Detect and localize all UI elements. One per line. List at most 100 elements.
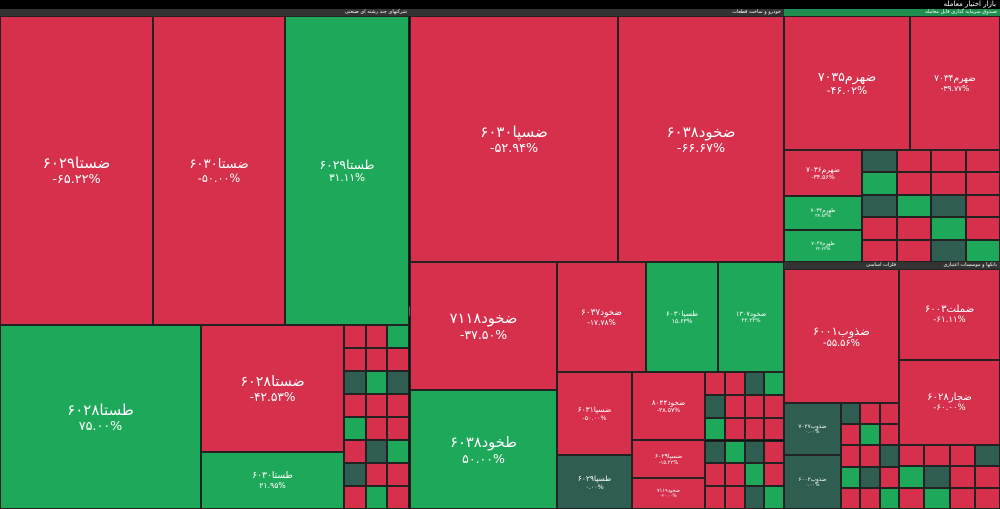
small-tile	[744, 440, 765, 464]
small-tile	[764, 417, 784, 441]
stock-tile[interactable]: ضملت۶۰۰۳ -۶۱.۱۱%	[899, 269, 1000, 360]
stock-tile[interactable]: ضهرم۷۰۳۴ -۳۹.۷۷%	[910, 16, 1000, 150]
small-tile	[764, 440, 784, 464]
small-tile	[764, 394, 784, 418]
change: -۲۰.۰۰%	[660, 494, 677, 499]
change: ۲۲.۲۲%	[815, 246, 831, 252]
small-tile	[924, 466, 950, 488]
ticker: ضسپا۶۰۳۰	[480, 122, 548, 141]
ticker: ضهرم۷۰۳۵	[817, 69, 877, 84]
stock-tile[interactable]: ضهرم۷۰۳۵ -۴۶.۰۲%	[784, 16, 910, 150]
ticker: طهرم۷۰۴۷	[811, 240, 835, 247]
ticker: طستا۶۰۲۸	[67, 400, 134, 419]
small-tile	[862, 239, 897, 262]
small-tile	[365, 348, 388, 371]
small-tile	[744, 486, 765, 509]
ticker: ضخود۸۰۴۴	[651, 398, 686, 407]
ticker: ضذوب۶۰۰۲	[798, 476, 827, 483]
change: -۶۶.۶۷%	[676, 140, 726, 156]
small-tile	[862, 150, 897, 173]
small-tile	[896, 239, 931, 262]
ticker: طستا۶۰۲۹	[319, 157, 375, 172]
stock-tile[interactable]: طستا۶۰۳۰ ۲۱.۹۵%	[201, 452, 344, 509]
small-tile	[744, 394, 765, 418]
small-tile	[744, 372, 765, 395]
small-tile	[344, 463, 366, 486]
small-tile	[899, 487, 925, 509]
small-tile	[365, 417, 388, 440]
sector-header: فلزات اساسی	[784, 262, 899, 269]
stock-tile[interactable]: ضذوب۶۰۰۲ ۰.۰۰%	[784, 455, 841, 509]
stock-tile[interactable]: ضسپا۶۰۳۰ -۵۲.۹۴%	[410, 16, 618, 262]
stock-tile[interactable]: ضخود۱۳۰۷ ۳۳.۳۳%	[718, 262, 784, 372]
stock-tile[interactable]: طستا۶۰۲۹ ۳۱.۱۱%	[285, 16, 409, 325]
small-tile	[931, 172, 966, 195]
small-tile	[724, 486, 745, 509]
stock-tile[interactable]: طخود۶۰۳۸ ۵۰.۰۰%	[410, 390, 557, 509]
stock-tile[interactable]: ضخود۶۰۳۷ -۱۷.۷۸%	[557, 262, 646, 372]
change: -۴۶.۰۲%	[826, 84, 868, 97]
stock-tile[interactable]: طهرم۷۰۳۴ ۲۴.۸۳%	[784, 196, 862, 230]
small-tile	[387, 348, 409, 371]
stock-tile[interactable]: ضخود۷۱۱۹ -۲۰.۰۰%	[632, 478, 705, 509]
ticker: ضسپا۶۰۲۹	[654, 452, 683, 460]
small-tile	[860, 403, 880, 425]
small-tile	[879, 445, 899, 467]
sector-header: شرکتهای چند رشته ای صنعتی	[0, 9, 410, 16]
sector-header: صندوق سرمایه گذاری قابل معامله	[784, 9, 1000, 16]
small-tile	[344, 394, 366, 417]
ticker: ضستا۶۰۲۸	[240, 373, 305, 390]
ticker: ضستا۶۰۲۹	[42, 154, 111, 172]
small-tile	[860, 445, 880, 467]
ticker: ضجار۶۰۲۸	[927, 392, 972, 403]
stock-tile[interactable]: ضستا۶۰۲۹ -۶۵.۲۲%	[0, 16, 153, 325]
stock-tile[interactable]: ضذوب۶۰۰۱ -۵۵.۵۶%	[784, 269, 899, 403]
stock-tile[interactable]: طسپا۶۰۳۰ ۱۵.۶۳%	[646, 262, 718, 372]
ticker: ضذوب۷۰۲۷	[798, 423, 827, 430]
small-tile	[724, 372, 745, 395]
sector-header: بانکها و موسسات اعتباری	[899, 262, 1000, 269]
change: -۵۵.۵۶%	[823, 337, 860, 349]
small-tile	[387, 486, 409, 509]
stock-tile[interactable]: ضخود۸۰۴۴ -۲۸.۵۷%	[632, 372, 705, 440]
small-tile	[841, 466, 861, 488]
ticker: ضخود۶۰۳۸	[666, 122, 736, 141]
change: -۵۰.۰۰%	[582, 414, 607, 422]
ticker: ضستا۶۰۳۰	[189, 156, 249, 172]
stock-tile[interactable]: ضخود۶۰۳۸ -۶۶.۶۷%	[618, 16, 784, 262]
ticker: طسپا۶۰۲۹	[577, 473, 612, 483]
stock-tile[interactable]: ضهرم۷۰۳۶ -۳۴.۵۶%	[784, 150, 862, 196]
ticker: ضهرم۷۰۳۴	[934, 73, 976, 84]
small-tile	[764, 486, 784, 509]
small-tile	[705, 394, 725, 418]
ticker: ضسپا۶۰۳۱	[577, 405, 612, 414]
small-tile	[387, 394, 409, 417]
small-tile	[896, 194, 931, 218]
change: -۳۹.۷۷%	[940, 83, 970, 93]
small-tile	[862, 194, 897, 218]
change: -۳۴.۵۶%	[811, 174, 835, 181]
stock-tile[interactable]: ضسپا۶۰۳۱ -۵۰.۰۰%	[557, 372, 632, 455]
small-tile	[365, 486, 388, 509]
stock-tile[interactable]: ضخود۷۱۱۸ -۳۷.۵۰%	[410, 262, 557, 390]
small-tile	[965, 239, 1000, 262]
small-tile	[965, 150, 1000, 173]
ticker: ضهرم۷۰۳۶	[805, 165, 841, 174]
stock-tile[interactable]: ضسپا۶۰۲۹ -۱۵.۲۲%	[632, 440, 705, 478]
small-tile	[949, 466, 975, 488]
small-tile	[724, 463, 745, 487]
small-tile	[705, 417, 725, 441]
stock-tile[interactable]: طسپا۶۰۲۹ ۰.۰۰%	[557, 455, 632, 509]
small-tile	[931, 150, 966, 173]
stock-tile[interactable]: طهرم۷۰۴۷ ۲۲.۲۲%	[784, 230, 862, 262]
small-tile	[744, 463, 765, 487]
stock-tile[interactable]: طستا۶۰۲۸ ۷۵.۰۰%	[0, 325, 201, 509]
small-tile	[860, 487, 880, 509]
stock-tile[interactable]: ضجار۶۰۲۸ -۶۰.۰۰%	[899, 360, 1000, 445]
small-tile	[949, 445, 975, 467]
ticker: ضخود۶۰۳۷	[581, 307, 622, 318]
small-tile	[841, 445, 861, 467]
stock-tile[interactable]: ضستا۶۰۳۰ -۵۰.۰۰%	[153, 16, 285, 325]
stock-tile[interactable]: ضستا۶۰۲۸ -۴۲.۵۳%	[201, 325, 344, 452]
stock-tile[interactable]: ضذوب۷۰۲۷ ۰.۰۰%	[784, 403, 841, 455]
